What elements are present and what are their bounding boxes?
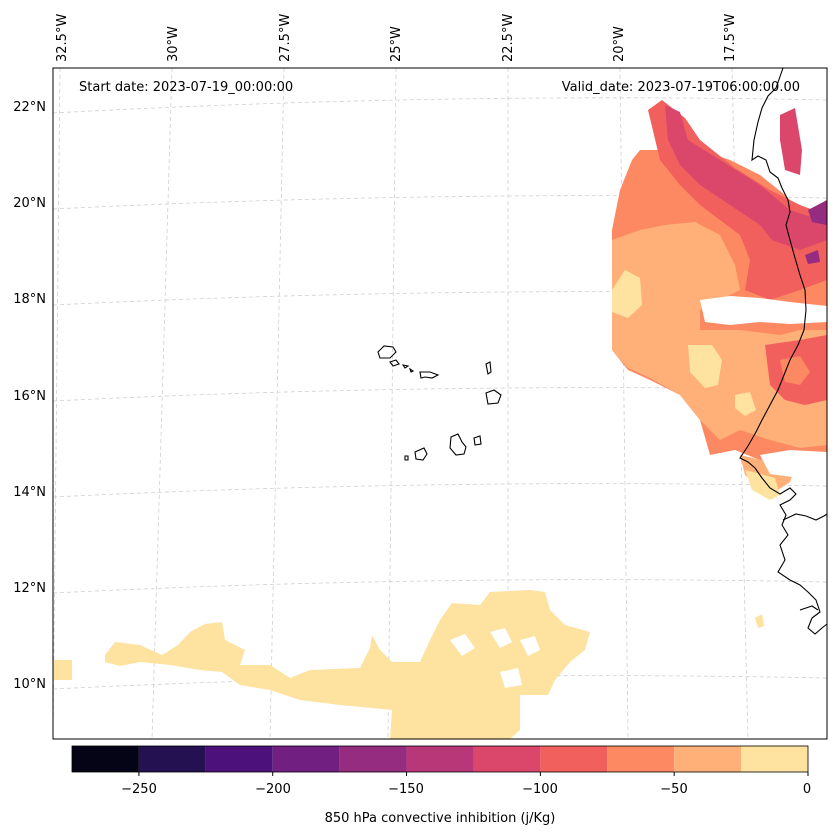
- cin-field-east: [612, 100, 827, 628]
- colorbar-tick-label: −250: [121, 782, 157, 797]
- colorbar-segment: [205, 746, 273, 772]
- colorbar-segment: [741, 746, 808, 772]
- lat-tick-label: 12°N: [13, 581, 46, 596]
- valid-date-annotation: Valid_date: 2023-07-19T06:00:00.00: [562, 80, 800, 95]
- colorbar-segment: [540, 746, 608, 772]
- colorbar-tick-label: −50: [660, 782, 687, 797]
- colorbar: [71, 745, 809, 776]
- colorbar-tick-label: −150: [388, 782, 424, 797]
- lon-tick-label: 27.5°W: [278, 14, 293, 62]
- lat-tick-label: 20°N: [13, 196, 46, 211]
- lon-tick-label: 17.5°W: [723, 14, 738, 62]
- lon-tick-label: 30°W: [166, 26, 181, 62]
- lon-tick-label: 20°W: [612, 26, 627, 62]
- lat-tick-label: 22°N: [13, 100, 46, 115]
- lon-tick-label: 22.5°W: [501, 14, 516, 62]
- colorbar-segment: [674, 746, 742, 772]
- lat-tick-label: 14°N: [13, 485, 46, 500]
- colorbar-tick-labels: −250 −200 −150 −100 −50 0: [121, 782, 811, 797]
- colorbar-segment: [272, 746, 340, 772]
- lat-tick-label: 16°N: [13, 389, 46, 404]
- colorbar-segment: [406, 746, 474, 772]
- lon-tick-label: 25°W: [389, 26, 404, 62]
- colorbar-tick-label: 0: [803, 782, 811, 797]
- colorbar-tick-label: −200: [255, 782, 291, 797]
- latitude-tick-labels: 22°N 20°N 18°N 16°N 14°N 12°N 10°N: [13, 100, 46, 692]
- coastlines: [377, 67, 828, 635]
- colorbar-tick-label: −100: [522, 782, 558, 797]
- cin-field-south: [53, 590, 590, 739]
- lat-tick-label: 10°N: [13, 677, 46, 692]
- lat-tick-label: 18°N: [13, 292, 46, 307]
- colorbar-segment: [138, 746, 206, 772]
- colorbar-label: 850 hPa convective inhibition (j/Kg): [325, 811, 556, 826]
- colorbar-frame: [71, 745, 809, 773]
- lon-tick-label: 32.5°W: [55, 14, 70, 62]
- colorbar-segment: [473, 746, 541, 772]
- map-axes: [52, 67, 828, 740]
- start-date-annotation: Start date: 2023-07-19_00:00:00: [79, 80, 293, 95]
- colorbar-segment: [339, 746, 407, 772]
- colorbar-segment: [607, 746, 675, 772]
- longitude-tick-labels: 32.5°W 30°W 27.5°W 25°W 22.5°W 20°W 17.5…: [55, 14, 738, 62]
- colorbar-segment: [72, 746, 139, 772]
